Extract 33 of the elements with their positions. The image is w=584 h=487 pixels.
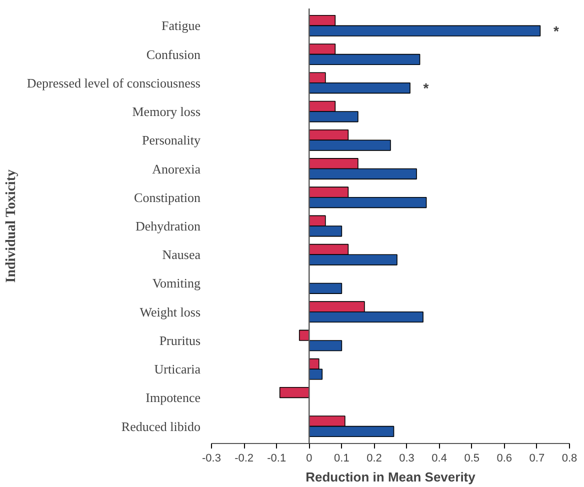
y-tick-label: Depressed level of consciousness [26, 75, 201, 90]
annotation: * [553, 22, 560, 39]
y-tick-label: Personality [142, 132, 201, 148]
y-tick-label: Vomiting [152, 276, 201, 291]
x-tick-label: 0 [306, 452, 312, 464]
bar [308, 282, 342, 294]
x-tick-label: 0.2 [366, 452, 382, 464]
x-tick-label: 0.3 [399, 452, 414, 464]
y-tick-label: Anorexia [152, 161, 201, 176]
y-tick-label: Impotence [146, 390, 201, 406]
x-axis-title: Reduction in Mean Severity [306, 470, 476, 484]
x-tick-label: -0.1 [267, 452, 286, 464]
x-tick-label: 0.8 [562, 452, 578, 464]
x-tick-label: 0.7 [529, 452, 545, 464]
y-tick-label: Fatigue [162, 18, 201, 34]
y-axis-title: Individual Toxicity [4, 170, 19, 283]
bar [279, 387, 310, 398]
y-tick-label: Constipation [134, 190, 201, 205]
y-tick-label: Memory loss [132, 104, 200, 120]
x-tick-label: -0.2 [234, 452, 254, 464]
y-tick-label: Pruritus [159, 332, 200, 348]
x-tick-label: 0.6 [496, 452, 512, 464]
y-tick-label: Confusion [146, 46, 201, 62]
y-tick-label: Reduced libido [121, 418, 201, 434]
x-tick-label: 0.4 [432, 452, 447, 464]
annotation: * [423, 80, 430, 96]
y-tick-label: Weight loss [140, 304, 200, 320]
y-tick-label: Dehydration [136, 218, 201, 234]
y-tick-label: Nausea [162, 247, 201, 262]
x-tick-label: 0.1 [334, 452, 350, 464]
y-tick-label: Urticaria [154, 362, 201, 377]
x-tick-label: 0.5 [464, 452, 480, 464]
x-tick-label: -0.3 [202, 452, 221, 464]
